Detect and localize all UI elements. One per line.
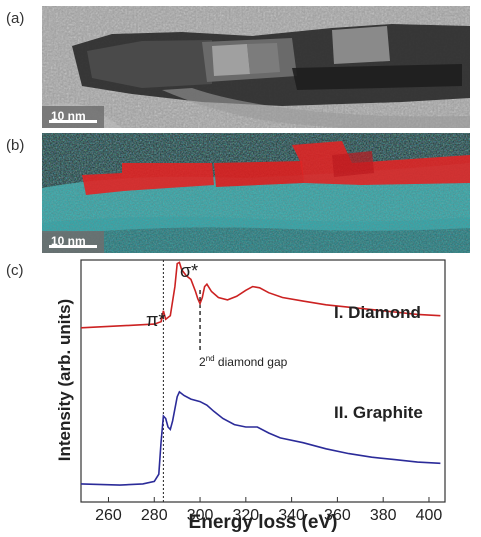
gap-label-prefix: 2 <box>199 355 206 369</box>
series-line-graphite <box>80 390 441 486</box>
scale-bar-b-label: 10 nm <box>51 234 86 248</box>
scale-bar-a-label: 10 nm <box>51 109 86 123</box>
panel-b-label: (b) <box>6 137 25 154</box>
x-tick-label: 340 <box>278 507 305 524</box>
pi-star-label: π* <box>146 310 165 330</box>
x-axis-ticks: 260 280 300 320 340 360 380 400 <box>95 497 442 524</box>
y-axis-label: Intensity (arb. units) <box>55 299 74 461</box>
micrograph-a: 10 nm <box>42 6 470 128</box>
x-tick-label: 260 <box>95 507 122 524</box>
sigma-star-label: σ* <box>180 261 198 281</box>
micrograph-a-image <box>42 6 470 128</box>
series-line-diamond <box>80 261 441 329</box>
scale-bar-b: 10 nm <box>42 231 104 253</box>
x-tick-label: 320 <box>232 507 259 524</box>
eels-chart: 260 280 300 320 340 360 380 400 I. Diamond II. … <box>55 259 446 533</box>
panel-c-label: (c) <box>6 262 24 279</box>
x-tick-label: 380 <box>370 507 397 524</box>
panel-a-label: (a) <box>6 10 25 27</box>
elemental-map-b: 10 nm <box>42 133 470 253</box>
diamond-gap-label: 2nd diamond gap <box>199 354 288 369</box>
series-label-diamond: I. Diamond <box>334 303 421 322</box>
scale-bar-b-line <box>49 245 97 248</box>
plot-frame <box>80 259 446 503</box>
x-axis-label: Energy loss (eV) <box>189 512 338 533</box>
scale-bar-a-line <box>49 120 97 123</box>
elemental-map-b-image <box>42 133 470 253</box>
x-tick-label: 280 <box>141 507 168 524</box>
x-tick-label: 360 <box>324 507 351 524</box>
x-tick-label: 300 <box>187 507 214 524</box>
series-label-graphite: II. Graphite <box>334 403 423 422</box>
scale-bar-a: 10 nm <box>42 106 104 128</box>
gap-label-rest: diamond gap <box>215 355 288 369</box>
x-tick-label: 400 <box>416 507 443 524</box>
gap-label-superscript: nd <box>206 354 215 363</box>
